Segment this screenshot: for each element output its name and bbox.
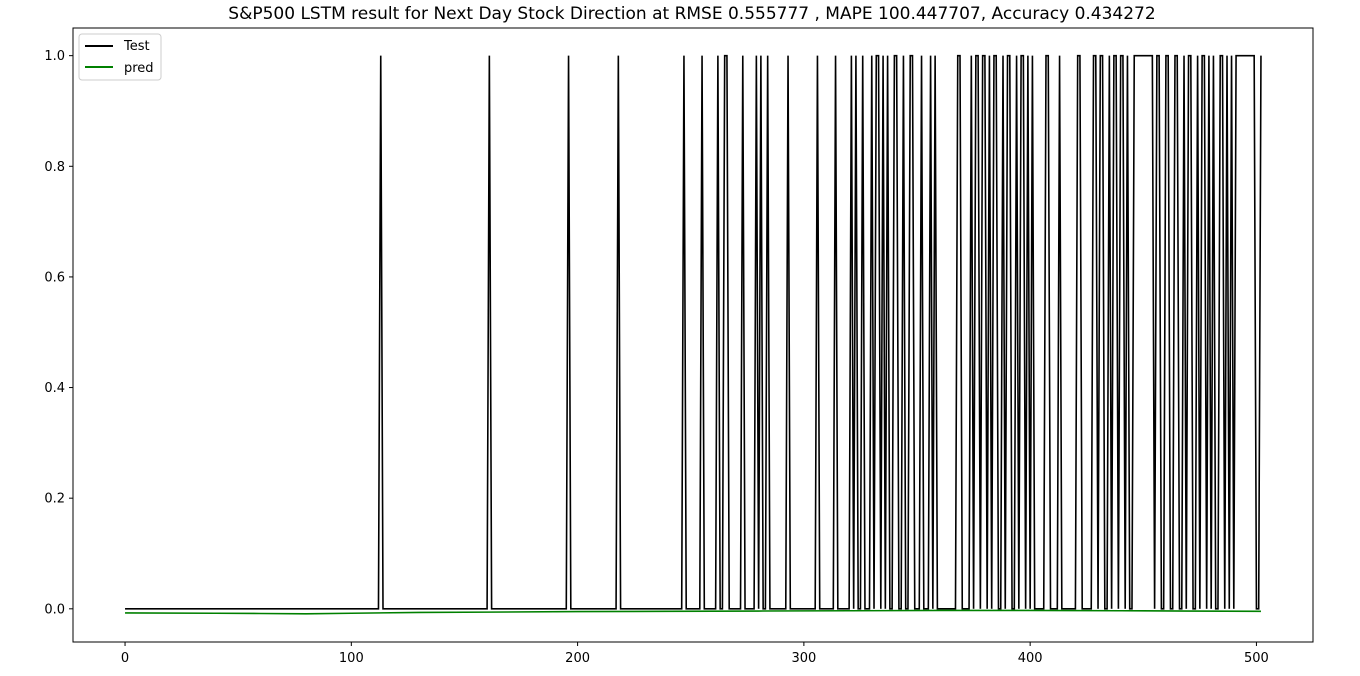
chart-title: S&P500 LSTM result for Next Day Stock Di…	[228, 4, 1155, 24]
legend-label-test: Test	[123, 39, 150, 54]
x-tick-label: 100	[339, 651, 364, 666]
x-tick-label: 0	[121, 651, 129, 666]
y-tick-label: 0.8	[44, 160, 65, 175]
x-tick-label: 200	[565, 651, 590, 666]
legend-label-pred: pred	[124, 61, 154, 76]
x-tick-label: 300	[791, 651, 816, 666]
series-line-pred	[125, 609, 1261, 615]
y-tick-label: 0.0	[44, 602, 65, 617]
x-tick-label: 400	[1018, 651, 1043, 666]
y-tick-label: 0.2	[44, 492, 65, 507]
y-tick-label: 0.6	[44, 270, 65, 285]
y-tick-label: 1.0	[44, 49, 65, 64]
x-axis: 0 100 200 300 400 500	[121, 642, 1269, 666]
y-axis: 0.0 0.2 0.4 0.6 0.8 1.0	[44, 49, 73, 617]
x-tick-label: 500	[1244, 651, 1269, 666]
series-layer	[125, 54, 1262, 615]
series-line-test	[125, 54, 1262, 610]
legend: Test pred	[78, 33, 162, 81]
plot-frame	[72, 27, 1314, 643]
y-tick-label: 0.4	[44, 381, 65, 396]
